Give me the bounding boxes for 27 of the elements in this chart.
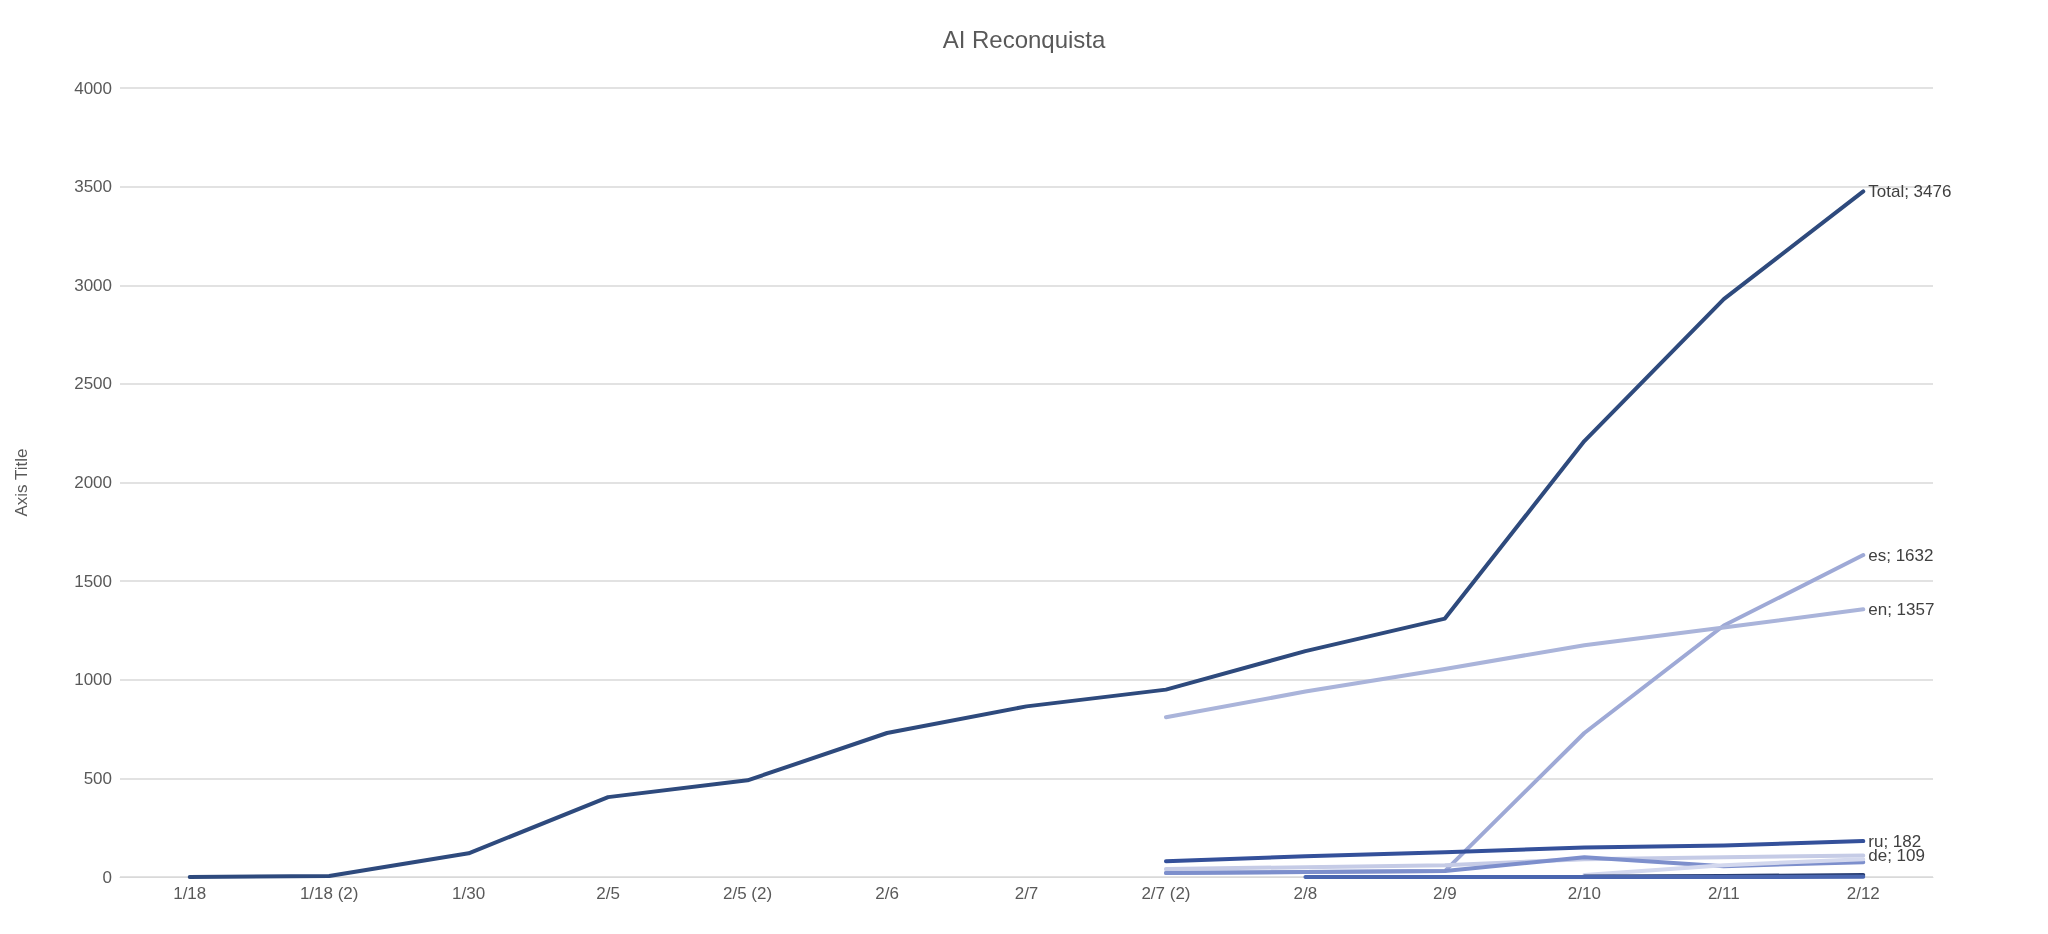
text: es; 1632 [1868,545,1934,565]
y-tick-label: 3500 [74,177,112,197]
x-tick-label: 2/11 [1707,884,1740,903]
y-tick-label: 0 [102,867,112,887]
x-tick-label: 2/8 [1293,884,1318,903]
x-tick-label: 2/7 (2) [1141,884,1191,903]
x-tick-label: 1/18 [173,884,207,903]
x-tick-label: 2/5 (2) [723,884,773,903]
x-tick-label: 2/7 [1014,884,1039,903]
y-axis-title: Axis Title [12,448,31,517]
x-tick-label: 1/30 [452,884,486,903]
y-tick-label: 2500 [74,374,112,394]
x-tick-label: 1/18 (2) [299,884,359,903]
y-tick-label: 2000 [74,473,112,492]
y-tick-label: 1500 [74,571,112,591]
x-tick-label: 2/10 [1567,884,1601,903]
chart-title: AI Reconquista [942,25,1107,53]
x-tick-label: 2/9 [1433,884,1457,903]
y-tick-label: 500 [83,768,112,788]
y-tick-label: 1000 [74,670,112,690]
x-tick-label: 2/5 [596,884,620,903]
y-tick-label: 3000 [74,275,112,295]
x-tick-label: 2/6 [875,884,899,903]
y-tick-label: 4000 [74,78,112,98]
x-tick-label: 2/12 [1846,884,1880,903]
text: Total; 3476 [1868,181,1952,201]
text: en; 1357 [1868,599,1935,619]
